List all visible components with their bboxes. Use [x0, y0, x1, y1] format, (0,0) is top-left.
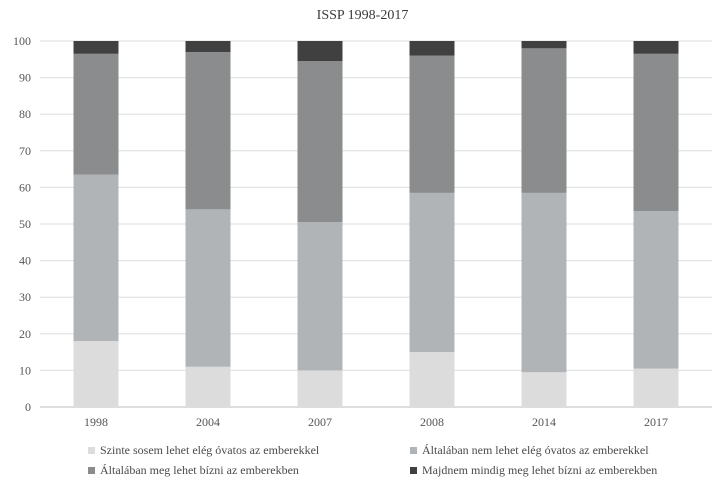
bar-segment: [521, 372, 567, 407]
y-tick-label: 80: [19, 107, 31, 121]
y-tick-label: 20: [19, 327, 31, 341]
y-tick-label: 100: [13, 34, 31, 48]
y-tick-label: 30: [19, 290, 31, 304]
legend-label: Általában nem lehet elég óvatos az ember…: [422, 442, 649, 457]
bar-segment: [73, 53, 119, 175]
legend-row: Szinte sosem lehet elég óvatos az embere…: [60, 440, 700, 460]
bar-segment: [185, 51, 231, 210]
bar-segment: [409, 55, 455, 193]
bar-segment: [409, 41, 455, 56]
legend-row: Általában meg lehet bízni az emberekben …: [60, 460, 700, 480]
bar-segment: [409, 192, 455, 353]
bar-segment: [633, 53, 679, 212]
y-tick-label: 10: [19, 363, 31, 377]
bar-segment: [297, 370, 343, 407]
bar-segment: [73, 41, 119, 54]
y-tick-label: 60: [19, 180, 31, 194]
y-tick-label: 90: [19, 71, 31, 85]
legend-label: Szinte sosem lehet elég óvatos az embere…: [100, 442, 320, 457]
chart-title: ISSP 1998-2017: [316, 8, 409, 23]
x-tick-label: 2008: [420, 415, 444, 429]
y-tick-label: 70: [19, 144, 31, 158]
bar-segment: [297, 222, 343, 371]
bar-segment: [297, 61, 343, 223]
y-tick-label: 0: [25, 400, 31, 414]
legend-swatch: [88, 466, 95, 474]
bar-segment: [297, 41, 343, 62]
legend-item: Szinte sosem lehet elég óvatos az embere…: [88, 443, 410, 458]
bar-segment: [73, 341, 119, 407]
legend-swatch: [88, 446, 95, 454]
x-tick-label: 2014: [532, 415, 556, 429]
legend-swatch: [410, 446, 417, 454]
bar-segment: [521, 48, 567, 193]
y-tick-label: 50: [19, 217, 31, 231]
bar-segment: [185, 209, 231, 367]
bar-segment: [633, 41, 679, 54]
x-tick-label: 2007: [308, 415, 332, 429]
legend: Szinte sosem lehet elég óvatos az embere…: [60, 440, 700, 480]
bar-segment: [521, 41, 567, 49]
bar-segment: [633, 211, 679, 369]
legend-label: Majdnem mindig meg lehet bízni az embere…: [422, 462, 658, 477]
legend-item: Általában nem lehet elég óvatos az ember…: [410, 443, 649, 458]
y-tick-label: 40: [19, 254, 31, 268]
bar-segment: [521, 192, 567, 373]
bar-segment: [633, 368, 679, 407]
legend-item: Majdnem mindig meg lehet bízni az embere…: [410, 463, 657, 478]
bar-segment: [185, 366, 231, 407]
x-tick-label: 2017: [644, 415, 668, 429]
legend-label: Általában meg lehet bízni az emberekben: [100, 462, 299, 477]
bar-segment: [409, 352, 455, 407]
bar-segment: [185, 41, 231, 52]
x-tick-label: 1998: [84, 415, 108, 429]
legend-item: Általában meg lehet bízni az emberekben: [88, 463, 410, 478]
x-tick-label: 2004: [196, 415, 220, 429]
bar-segment: [73, 174, 119, 342]
legend-swatch: [410, 466, 417, 474]
